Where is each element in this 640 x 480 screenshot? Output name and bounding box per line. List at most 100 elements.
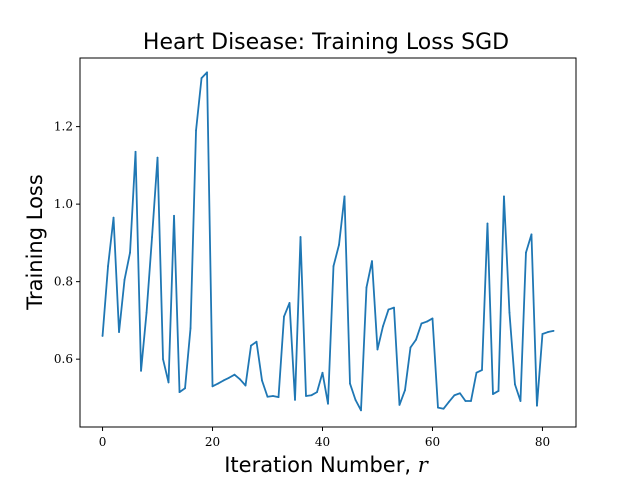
data-point xyxy=(332,265,335,268)
data-point xyxy=(206,71,208,74)
x-tick-label: 60 xyxy=(425,435,440,449)
data-point xyxy=(464,400,467,402)
data-point xyxy=(404,389,406,392)
data-point xyxy=(255,340,258,343)
y-tick-label: 1.2 xyxy=(54,120,73,134)
data-point xyxy=(481,369,483,371)
data-point xyxy=(184,387,186,390)
data-point xyxy=(431,317,434,320)
data-point xyxy=(349,382,351,385)
data-point xyxy=(151,236,153,238)
data-point xyxy=(437,406,439,409)
data-point xyxy=(426,320,428,323)
y-axis-label: Training Loss xyxy=(23,174,47,311)
data-point xyxy=(343,195,346,198)
data-point xyxy=(360,409,362,412)
data-point xyxy=(514,383,516,386)
data-point xyxy=(299,236,302,238)
data-point xyxy=(420,322,423,325)
data-point xyxy=(486,222,489,225)
data-point xyxy=(338,243,340,246)
y-tick-label: 0.8 xyxy=(54,275,73,289)
x-axis-label: Iteration Number, r xyxy=(224,453,429,477)
data-point xyxy=(382,325,384,328)
y-axis-ticks: 0.6 0.8 1.0 1.2 xyxy=(54,120,80,366)
data-point xyxy=(123,278,126,281)
data-point xyxy=(156,156,159,159)
data-point xyxy=(316,391,318,394)
data-point xyxy=(415,338,417,341)
data-point xyxy=(222,379,225,382)
data-point xyxy=(140,369,142,372)
data-point xyxy=(283,315,285,318)
data-point xyxy=(228,376,230,379)
data-point xyxy=(266,395,269,398)
data-point xyxy=(409,346,412,349)
data-point xyxy=(288,302,291,304)
data-point xyxy=(244,384,247,387)
data-point xyxy=(134,150,137,153)
data-point xyxy=(541,333,544,335)
x-tick-label: 40 xyxy=(315,435,330,449)
data-point xyxy=(272,395,274,397)
data-point xyxy=(492,393,494,395)
x-axis-label-text: Iteration Number, xyxy=(224,453,411,477)
plot-area: 0 20 40 60 80 0.6 0.8 1.0 1.2 xyxy=(54,57,577,449)
data-point xyxy=(129,251,131,254)
data-point xyxy=(459,392,461,395)
data-point xyxy=(442,407,445,410)
x-tick-label: 20 xyxy=(205,435,220,449)
data-point xyxy=(327,402,329,405)
data-point xyxy=(519,400,522,402)
data-point xyxy=(552,329,555,332)
data-point xyxy=(475,371,478,374)
x-axis-label-variable: r xyxy=(418,453,430,477)
data-point xyxy=(112,216,115,219)
data-point xyxy=(200,77,203,80)
data-point xyxy=(250,344,252,347)
data-point xyxy=(305,395,307,397)
data-point xyxy=(294,398,296,401)
data-point xyxy=(217,382,219,385)
data-point xyxy=(321,371,324,374)
data-point xyxy=(547,331,549,333)
training-loss-points xyxy=(101,71,555,412)
data-point xyxy=(398,404,401,406)
data-point xyxy=(277,396,280,399)
data-point xyxy=(118,331,120,333)
data-point xyxy=(167,381,170,384)
data-point xyxy=(233,373,236,376)
data-point xyxy=(530,233,533,236)
data-point xyxy=(195,129,197,132)
data-point xyxy=(145,311,148,314)
data-point xyxy=(239,378,241,381)
data-point xyxy=(470,400,472,402)
x-tick-label: 0 xyxy=(99,435,107,449)
data-point xyxy=(503,195,505,198)
data-point xyxy=(536,404,538,407)
data-point xyxy=(376,348,379,351)
data-point xyxy=(387,308,390,311)
data-point xyxy=(107,265,109,268)
y-tick-label: 0.6 xyxy=(54,352,73,366)
chart-title: Heart Disease: Training Loss SGD xyxy=(143,30,509,55)
y-tick-label: 1.0 xyxy=(54,197,73,211)
data-point xyxy=(189,327,192,330)
data-point xyxy=(101,335,104,337)
data-point xyxy=(508,311,511,314)
data-point xyxy=(173,214,175,217)
data-point xyxy=(354,398,357,401)
axes-frame xyxy=(79,57,577,428)
data-point xyxy=(448,400,450,403)
x-axis-ticks: 0 20 40 60 80 xyxy=(99,427,550,449)
data-point xyxy=(178,391,181,394)
data-point xyxy=(211,385,214,388)
x-tick-label: 80 xyxy=(535,435,550,449)
data-point xyxy=(453,394,456,397)
data-point xyxy=(261,379,263,382)
data-point xyxy=(365,286,368,289)
data-point xyxy=(310,394,313,397)
data-point xyxy=(525,251,527,254)
